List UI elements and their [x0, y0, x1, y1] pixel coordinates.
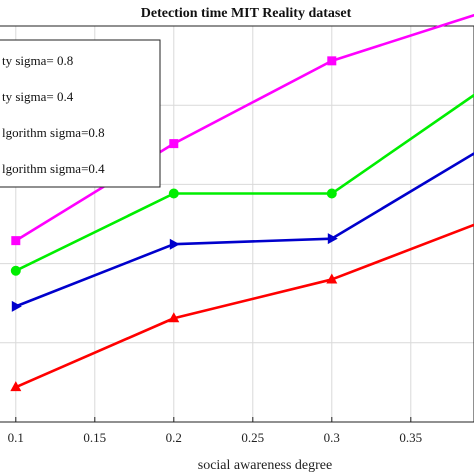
series-line: [15, 223, 474, 389]
data-point: [10, 381, 22, 392]
legend-box: [0, 39, 161, 188]
x-tick-label: 0.2: [166, 430, 182, 445]
data-point: [169, 238, 180, 250]
data-point: [326, 273, 338, 284]
data-point: [327, 233, 338, 245]
data-point: [10, 265, 21, 276]
data-point: [168, 312, 180, 323]
x-axis-label: social awareness degree: [198, 458, 332, 473]
x-tick-label: 0.25: [241, 430, 264, 445]
legend-entry: lgorithm sigma=0.8: [2, 125, 105, 140]
legend: ty sigma= 0.8 ty sigma= 0.4 lgorithm sigma…: [0, 39, 161, 188]
series-line: [15, 93, 474, 272]
series: [11, 151, 474, 312]
x-tick-label: 0.15: [83, 430, 106, 445]
data-point: [326, 188, 337, 199]
x-axis-ticks: 0.1 0.15 0.2 0.25 0.3 0.35: [8, 417, 422, 445]
x-tick-label: 0.35: [399, 430, 422, 445]
series: [11, 13, 474, 246]
series-line: [15, 151, 474, 308]
legend-entry: lgorithm sigma=0.4: [2, 161, 105, 176]
data-point: [169, 139, 179, 149]
legend-entry: ty sigma= 0.8: [2, 53, 73, 68]
series-line: [15, 13, 474, 242]
data-point: [11, 236, 21, 246]
x-tick-label: 0.1: [8, 430, 24, 445]
plot-area: [0, 25, 474, 423]
series-layer: [10, 13, 474, 392]
series: [10, 93, 474, 276]
data-point: [11, 300, 22, 312]
data-point: [168, 188, 179, 199]
data-point: [327, 56, 337, 66]
series: [10, 223, 474, 392]
legend-entry: ty sigma= 0.4: [2, 89, 74, 104]
chart-title: Detection time MIT Reality dataset: [141, 6, 352, 21]
x-tick-label: 0.3: [324, 430, 340, 445]
